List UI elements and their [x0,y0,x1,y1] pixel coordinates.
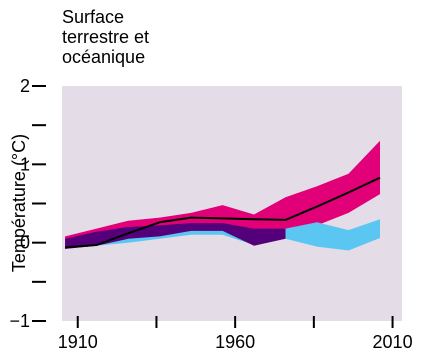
x-tick-label: 1910 [58,332,98,352]
range-band-2 [65,223,286,249]
title-line-2: terrestre et [62,27,149,47]
x-tick-label: 1960 [215,332,255,352]
x-axis: 1910 1960 2010 [58,316,413,352]
y-axis-label: Température (°C) [9,134,29,272]
x-tick-label: 2010 [373,332,413,352]
title-line-1: Surface [62,7,124,27]
y-tick-label: 2 [20,76,30,96]
chart-title: Surface terrestre et océanique [62,7,149,67]
observed-line [65,176,381,249]
y-tick-label: 0 [20,233,30,253]
title-line-3: océanique [62,47,145,67]
y-tick-label: −1 [9,311,30,331]
range-band-1 [65,219,380,251]
y-axis: −1 0 1 2 [9,76,46,331]
range-band-0 [65,140,380,249]
y-tick-label: 1 [20,154,30,174]
chart-marks [65,140,381,251]
